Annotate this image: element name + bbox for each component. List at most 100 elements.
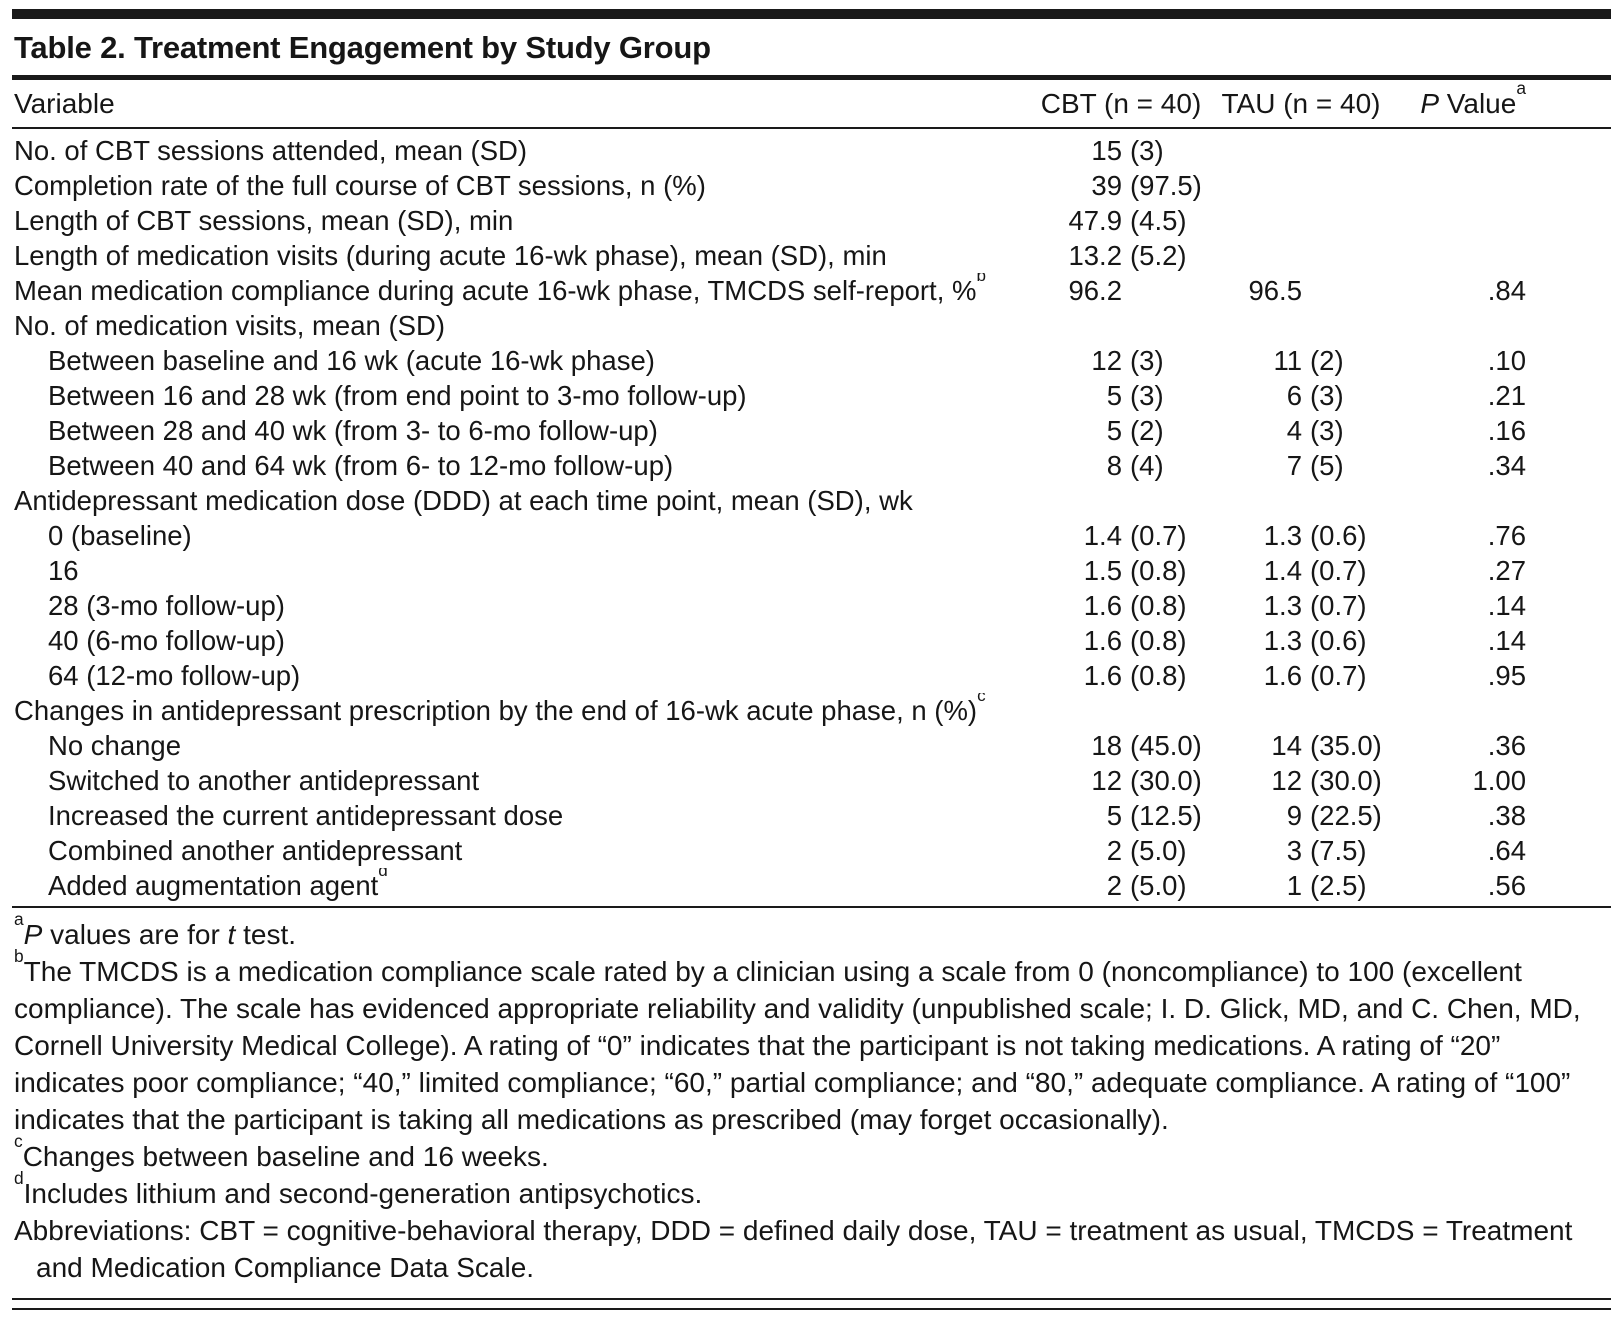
table-row: 40 (6-mo follow-up) 1.6 (0.8) 1.3 (0.6) .14 [12,623,1611,658]
value-sd: (97.5) [1130,170,1202,201]
tau-value: 4 (3) [1206,413,1396,448]
row-label: Changes in antidepressant prescription b… [14,693,1036,728]
value-sd: (0.8) [1130,660,1187,691]
title-rule [12,75,1611,80]
cbt-value: 1.4 (0.7) [1036,518,1206,553]
value-number: 96.2 [1068,275,1122,306]
value-number: 12 [1091,765,1122,796]
body-end-rule [12,906,1611,908]
row-label: No. of CBT sessions attended, mean (SD) [14,135,528,166]
table-row: Length of medication visits (during acut… [12,238,1611,273]
cbt-value: 39 (97.5) [1036,168,1206,203]
value-sd: (30.0) [1130,765,1202,796]
p-value: .27 [1487,555,1526,586]
value-sd: (35.0) [1310,730,1382,761]
value-sd: (0.6) [1310,520,1367,551]
value-sd: (0.7) [1310,590,1367,621]
value-number: 1.6 [1083,660,1122,691]
table-row: No. of CBT sessions attended, mean (SD) 1… [12,133,1611,168]
cbt-value: 12 (3) [1036,343,1206,378]
tau-value: 11 (2) [1206,343,1396,378]
table-row: Between 40 and 64 wk (from 6- to 12-mo f… [12,448,1611,483]
bottom-rule-gap [12,1300,1611,1308]
p-value: .14 [1487,590,1526,621]
p-value: .34 [1487,450,1526,481]
footnote-marker: c [977,693,986,706]
footnotes: aP values are for t test. bThe TMCDS is a… [12,908,1611,1296]
row-label: Increased the current antidepressant dos… [48,800,564,831]
value-number: 2 [1106,870,1122,901]
cbt-value: 96.2 [1036,273,1206,308]
row-label: Between baseline and 16 wk (acute 16-wk … [48,345,655,376]
row-label: Mean medication compliance during acute … [14,273,1036,308]
value-sd: (3) [1310,380,1344,411]
table-row: Added augmentation agentd 2 (5.0) 1 (2.5) .56 [12,868,1611,903]
table-row: Completion rate of the full course of CB… [12,168,1611,203]
value-number: 1.6 [1083,625,1122,656]
value-number: 3 [1286,835,1302,866]
p-value: .95 [1487,660,1526,691]
value-number: 1.3 [1263,625,1302,656]
p-value: .16 [1487,415,1526,446]
row-label: No. of medication visits, mean (SD) [14,310,445,341]
value-number: 15 [1091,135,1122,166]
value-number: 1.5 [1083,555,1122,586]
p-value: .56 [1487,870,1526,901]
header-rule [12,127,1611,129]
table-row: Mean medication compliance during acute … [12,273,1611,308]
column-header-variable: Variable [14,88,115,119]
cbt-value: 8 (4) [1036,448,1206,483]
cbt-value: 1.6 (0.8) [1036,588,1206,623]
value-number: 1.3 [1263,520,1302,551]
value-number: 4 [1286,415,1302,446]
value-sd: (22.5) [1310,800,1382,831]
row-label: Switched to another antidepressant [48,765,480,796]
value-sd: (0.8) [1130,625,1187,656]
value-number: 5 [1106,800,1122,831]
value-sd: (5.0) [1130,835,1187,866]
table-header-row: Variable CBT (n = 40) TAU (n = 40) P Val… [12,79,1611,127]
value-number: 1.6 [1083,590,1122,621]
value-sd: (4.5) [1130,205,1187,236]
cbt-value: 12 (30.0) [1036,763,1206,798]
value-sd: (2.5) [1310,870,1367,901]
top-rule [12,9,1611,19]
row-label: 40 (6-mo follow-up) [48,625,285,656]
table-row: Changes in antidepressant prescription b… [12,693,1611,728]
cbt-value: 1.5 (0.8) [1036,553,1206,588]
value-sd: (3) [1130,380,1164,411]
footnote-d: dIncludes lithium and second-generation … [14,1168,703,1209]
value-sd: (12.5) [1130,800,1202,831]
value-number: 47.9 [1068,205,1122,236]
tau-value: 14 (35.0) [1206,728,1396,763]
table-row: Between baseline and 16 wk (acute 16-wk … [12,343,1611,378]
table-row: Switched to another antidepressant 12 (30.… [12,763,1611,798]
footnote-marker: d [378,868,388,881]
value-sd: (3) [1130,345,1164,376]
value-sd: (3) [1310,415,1344,446]
value-sd: (5.0) [1130,870,1187,901]
row-label: Length of medication visits (during acut… [14,240,887,271]
table-row: Length of CBT sessions, mean (SD), min 47… [12,203,1611,238]
row-label: No change [48,730,182,761]
value-sd: (0.7) [1310,660,1367,691]
value-sd: (45.0) [1130,730,1202,761]
value-number: 1 [1286,870,1302,901]
value-sd: (7.5) [1310,835,1367,866]
tau-value: 1 (2.5) [1206,868,1396,903]
table-row: 16 1.5 (0.8) 1.4 (0.7) .27 [12,553,1611,588]
p-value: .76 [1487,520,1526,551]
row-label: Added augmentation agentd [14,868,1036,903]
table-row: Between 28 and 40 wk (from 3- to 6-mo fo… [12,413,1611,448]
footnote-b: bThe TMCDS is a medication compliance sc… [14,946,1581,1135]
table-row: No change 18 (45.0) 14 (35.0) .36 [12,728,1611,763]
p-value: .10 [1487,345,1526,376]
cbt-value: 15 (3) [1036,133,1206,168]
tau-value: 12 (30.0) [1206,763,1396,798]
cbt-value: 5 (3) [1036,378,1206,413]
value-number: 18 [1091,730,1122,761]
value-number: 6 [1286,380,1302,411]
bottom-rule-lower [12,1308,1611,1310]
tau-value: 1.3 (0.6) [1206,623,1396,658]
